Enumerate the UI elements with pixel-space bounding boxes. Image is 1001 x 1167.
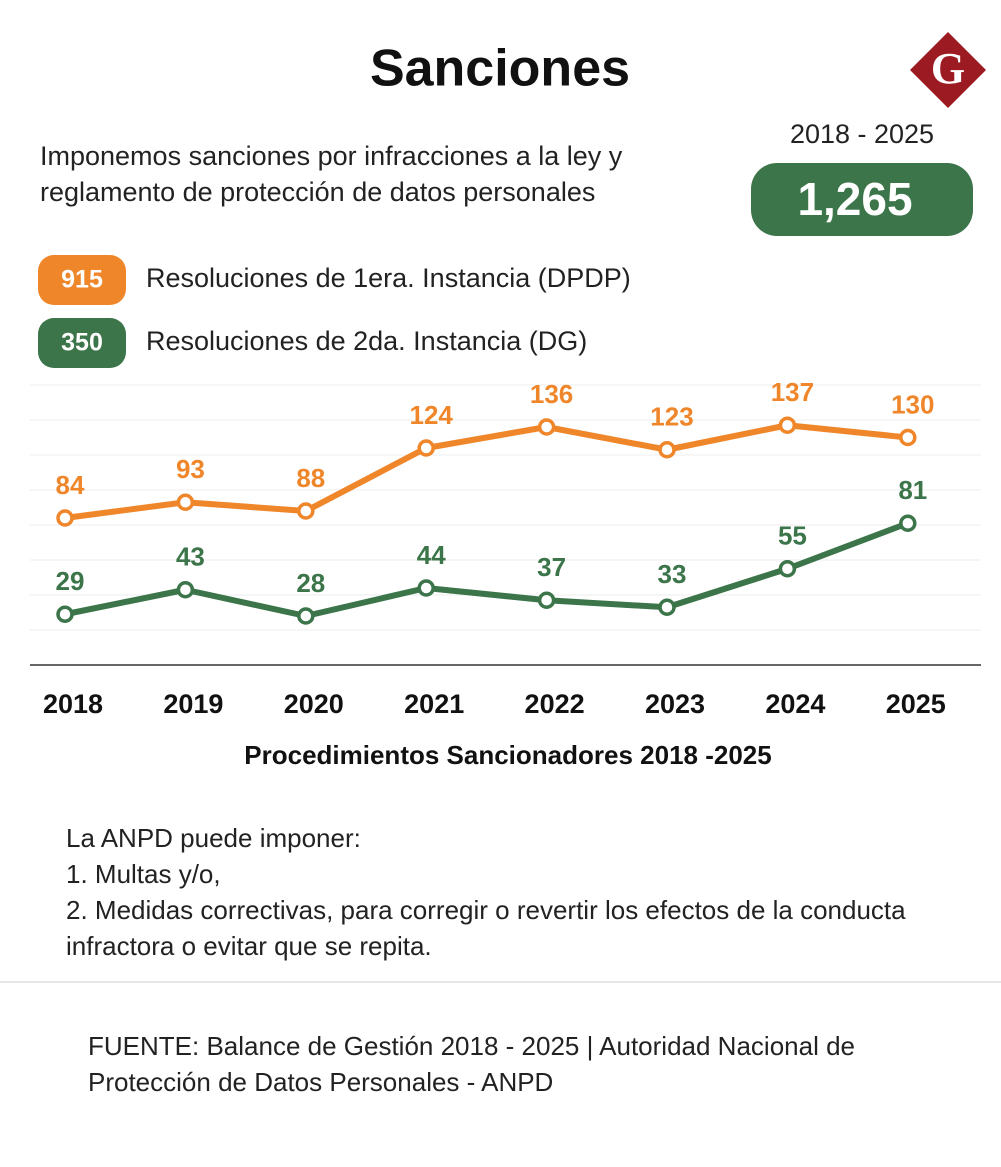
value-label: 44: [417, 540, 446, 570]
value-label: 84: [56, 470, 85, 500]
point: [537, 418, 556, 436]
series-line: [64, 520, 909, 619]
value-label: 123: [650, 402, 693, 432]
legend-total: 350: [61, 329, 103, 357]
value-label: 136: [530, 379, 573, 409]
point: [778, 560, 797, 578]
legend-label: Resoluciones de 2da. Instancia (DG): [146, 326, 587, 356]
value-label: 130: [891, 389, 934, 419]
value-label: 29: [56, 566, 85, 596]
value-label: 124: [410, 400, 454, 430]
source: FUENTE: Balance de Gestión 2018 - 2025 |…: [88, 1031, 855, 1097]
point: [899, 514, 917, 532]
note: 2. Medidas correctivas, para corregir o …: [66, 895, 906, 961]
subtitle: Imponemos sanciones por infracciones a l…: [40, 141, 623, 207]
value-label: 33: [658, 559, 687, 589]
x-tick-label: 2022: [525, 689, 585, 719]
total-badge: [751, 163, 973, 236]
point: [778, 416, 797, 434]
logo: G: [931, 44, 965, 93]
legend-label: Resoluciones de 1era. Instancia (DPDP): [146, 263, 631, 293]
point: [658, 598, 676, 616]
point: [56, 509, 74, 527]
value-label: 28: [296, 568, 325, 598]
x-tick-label: 2024: [765, 689, 825, 719]
note: La ANPD puede imponer:: [66, 823, 361, 853]
chart-title: Sanciones: [370, 40, 630, 98]
x-tick-label: 2021: [404, 689, 464, 719]
point: [537, 591, 556, 609]
value-label: 137: [771, 377, 814, 407]
value-label: 88: [296, 463, 325, 493]
point: [176, 581, 195, 599]
point: [417, 439, 435, 457]
x-axis-title: Procedimientos Sancionadores 2018 -2025: [244, 740, 771, 770]
total: 1,265: [797, 173, 912, 225]
point: [297, 607, 315, 625]
x-tick-label: 2020: [284, 689, 344, 719]
value-label: 43: [176, 542, 205, 572]
x-tick-label: 2023: [645, 689, 705, 719]
notes: La ANPD puede imponer: 1. Multas y/o, 2.…: [66, 820, 946, 964]
logo-diamond: [910, 32, 986, 108]
point: [176, 493, 195, 511]
value-label: 37: [537, 552, 566, 582]
period: 2018 - 2025: [790, 119, 934, 149]
x-tick-label: 2018: [43, 689, 103, 719]
point: [899, 428, 917, 447]
point: [417, 579, 435, 597]
series-line: [64, 422, 909, 521]
point: [56, 605, 74, 623]
value-label: 55: [778, 521, 807, 551]
value-label: 93: [176, 454, 205, 484]
legend-badge: [38, 255, 126, 305]
x-tick-label: 2025: [886, 689, 946, 719]
value-label: 81: [898, 475, 927, 505]
point: [297, 502, 315, 520]
legend-total: 915: [61, 266, 103, 294]
note: 1. Multas y/o,: [66, 859, 221, 889]
point: [658, 441, 676, 459]
legend-badge: [38, 318, 126, 368]
x-tick-label: 2019: [163, 689, 223, 719]
